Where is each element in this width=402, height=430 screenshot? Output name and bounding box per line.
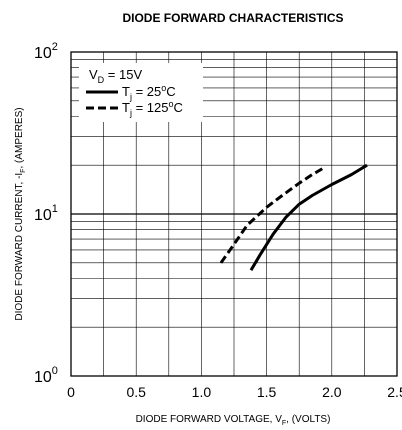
legend-header: VD = 15V	[89, 67, 142, 85]
x-tick-label: 0	[67, 384, 75, 400]
grid	[71, 52, 397, 376]
x-tick-labels: 0 0.5 1.0 1.5 2.0 2.5	[67, 384, 402, 400]
x-tick-label: 1.0	[192, 384, 212, 400]
x-tick-label: 0.5	[126, 384, 146, 400]
y-axis-label: DIODE FORWARD CURRENT, -IF, (AMPERES)	[14, 107, 27, 320]
legend-entry-125c: Tj = 125oC	[122, 99, 183, 118]
x-tick-label: 2.0	[322, 384, 342, 400]
legend: VD = 15V Tj = 25oC Tj = 125oC	[79, 63, 203, 122]
x-tick-label: 1.5	[257, 384, 277, 400]
series-line-25c	[249, 163, 368, 271]
x-axis-label: DIODE FORWARD VOLTAGE, VF, (VOLTS)	[136, 414, 331, 427]
y-tick-label: 100	[34, 365, 58, 386]
x-tick-label: 2.5	[387, 384, 402, 400]
chart-title: DIODE FORWARD CHARACTERISTICS	[122, 11, 343, 25]
series-line-125c	[219, 165, 327, 264]
plot-frame	[70, 51, 398, 377]
y-tick-label: 101	[34, 203, 58, 224]
y-tick-labels: 100 101 102	[34, 41, 58, 386]
legend-entry-25c: Tj = 25oC	[122, 83, 176, 102]
y-tick-label: 102	[34, 41, 58, 62]
series-group	[219, 163, 368, 271]
